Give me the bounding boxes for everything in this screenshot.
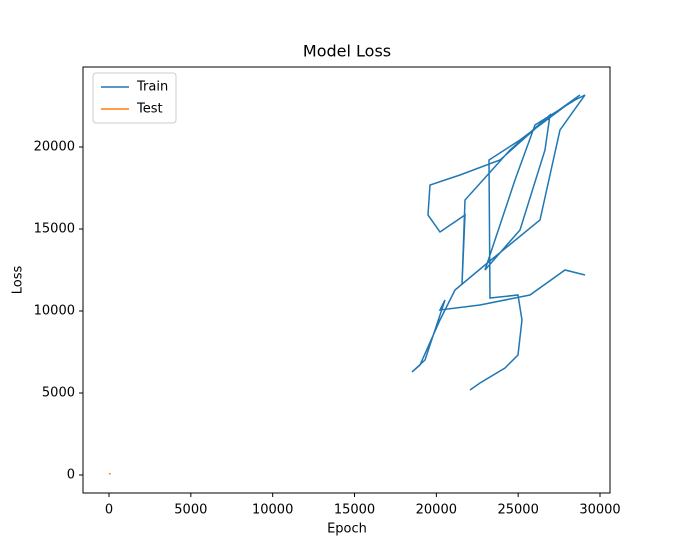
- x-tick-label: 0: [105, 503, 113, 518]
- y-tick-label: 15000: [34, 221, 75, 236]
- y-tick-label: 0: [67, 467, 75, 482]
- legend-label: Test: [136, 102, 163, 117]
- chart-title: Model Loss: [303, 42, 391, 61]
- x-tick-label: 5000: [174, 503, 207, 518]
- y-tick-label: 5000: [42, 385, 75, 400]
- y-tick-label: 10000: [34, 303, 75, 318]
- x-tick-label: 10000: [252, 503, 293, 518]
- x-tick-label: 15000: [334, 503, 375, 518]
- y-axis-label: Loss: [11, 266, 26, 295]
- y-tick-label: 20000: [34, 139, 75, 154]
- legend-label: Train: [136, 80, 168, 95]
- x-tick-label: 20000: [416, 503, 457, 518]
- x-tick-label: 30000: [579, 503, 620, 518]
- x-tick-label: 25000: [497, 503, 538, 518]
- x-axis-label: Epoch: [327, 522, 367, 537]
